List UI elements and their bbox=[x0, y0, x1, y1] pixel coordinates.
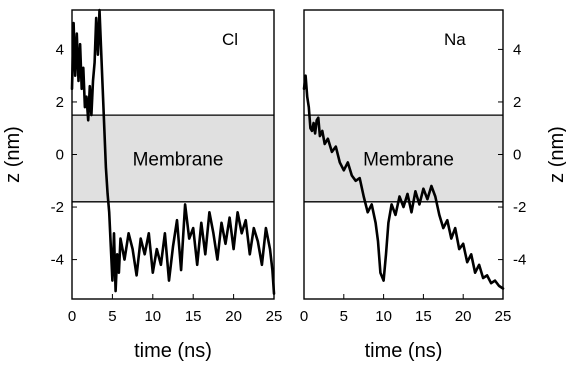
panel-label: Cl bbox=[222, 30, 238, 49]
y-tick-label: 0 bbox=[513, 147, 521, 164]
x-tick-label: 10 bbox=[375, 308, 392, 325]
y-tick-label: -4 bbox=[51, 252, 64, 269]
x-tick-label: 0 bbox=[68, 308, 76, 325]
x-tick-label: 20 bbox=[455, 308, 472, 325]
y-tick-label: 4 bbox=[513, 41, 521, 58]
y-axis-title: z (nm) bbox=[546, 126, 566, 183]
y-axis-title: z (nm) bbox=[2, 126, 24, 183]
y-tick-label: -2 bbox=[51, 199, 64, 216]
x-tick-label: 5 bbox=[340, 308, 348, 325]
y-tick-label: -4 bbox=[513, 252, 526, 269]
y-tick-label: 2 bbox=[56, 94, 64, 111]
membrane-band bbox=[304, 115, 503, 202]
na-trajectory-line bbox=[302, 74, 505, 290]
membrane-label: Membrane bbox=[133, 149, 224, 170]
y-tick-label: 2 bbox=[513, 94, 521, 111]
x-tick-label: 20 bbox=[225, 308, 242, 325]
x-axis-title: time (ns) bbox=[365, 340, 443, 362]
tick-group: 0 5 10 15 20 25 -4 -2 0 2 4 bbox=[51, 41, 283, 325]
x-tick-label: 25 bbox=[495, 308, 512, 325]
x-tick-label: 10 bbox=[144, 308, 161, 325]
y-tick-label: -2 bbox=[513, 199, 526, 216]
x-tick-label: 15 bbox=[185, 308, 202, 325]
panel-label: Na bbox=[444, 30, 466, 49]
y-tick-label: 0 bbox=[56, 147, 64, 164]
y-tick-label: 4 bbox=[56, 41, 64, 58]
cl-trajectory-line bbox=[70, 8, 276, 296]
x-tick-label: 0 bbox=[300, 308, 308, 325]
x-tick-label: 5 bbox=[108, 308, 116, 325]
x-axis-title: time (ns) bbox=[134, 340, 212, 362]
x-tick-label: 25 bbox=[266, 308, 283, 325]
membrane-label: Membrane bbox=[363, 149, 454, 170]
x-tick-label: 15 bbox=[415, 308, 432, 325]
tick-group: 0 5 10 15 20 25 -4 -2 0 2 4 bbox=[300, 41, 527, 325]
